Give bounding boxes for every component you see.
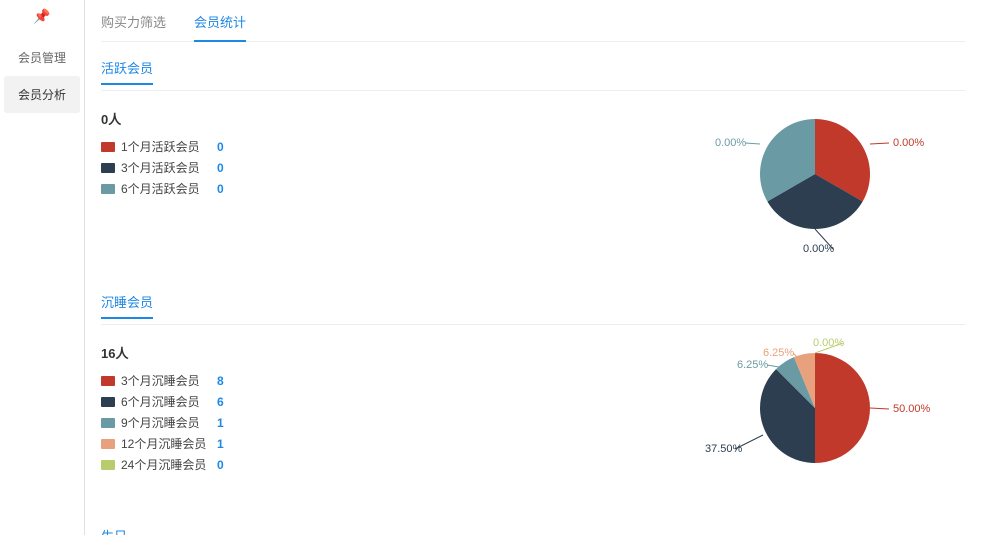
pie-slice-label: 6.25% <box>737 359 768 371</box>
pie-slice-label: 50.00% <box>893 403 930 415</box>
section-active-members: 活跃会员 0人 1个月活跃会员03个月活跃会员06个月活跃会员0 0.00%0.… <box>101 52 965 262</box>
legend-value: 0 <box>217 140 224 154</box>
sidebar: 📌 会员管理 会员分析 <box>0 0 85 535</box>
section-divider <box>101 324 965 325</box>
pie-slice-label: 0.00% <box>813 337 844 349</box>
section-title-active: 活跃会员 <box>101 52 153 85</box>
legend-label: 1个月活跃会员 <box>121 138 211 155</box>
legend-row: 3个月沉睡会员 8 <box>101 372 665 389</box>
legend-label: 9个月沉睡会员 <box>121 414 211 431</box>
legend-swatch <box>101 460 115 470</box>
pie-slice-label: 0.00% <box>715 137 746 149</box>
legend-swatch <box>101 142 115 152</box>
tabs: 购买力筛选 会员统计 <box>101 6 965 42</box>
pie-slice-label: 37.50% <box>705 443 742 455</box>
legend-label: 3个月活跃会员 <box>121 159 211 176</box>
legend-label: 6个月沉睡会员 <box>121 393 211 410</box>
legend-label: 24个月沉睡会员 <box>121 456 211 473</box>
legend-row: 6个月活跃会员 0 <box>101 180 665 197</box>
active-pie-chart: 0.00% 0.00% 0.00% <box>685 109 945 262</box>
pie-slice-label: 0.00% <box>803 243 834 255</box>
legend-row: 24个月沉睡会员 0 <box>101 456 665 473</box>
legend-value: 8 <box>217 374 224 388</box>
legend-row: 6个月沉睡会员 6 <box>101 393 665 410</box>
legend-row: 12个月沉睡会员 1 <box>101 435 665 452</box>
dormant-pie-chart: 50.00%37.50%6.25%6.25%0.00% <box>685 343 945 496</box>
active-count: 0人 <box>101 109 665 128</box>
main-content: 购买力筛选 会员统计 活跃会员 0人 1个月活跃会员03个月活跃会员06个月活跃… <box>85 0 981 535</box>
legend-swatch <box>101 376 115 386</box>
legend-label: 12个月沉睡会员 <box>121 435 211 452</box>
active-stats: 0人 1个月活跃会员 0 3个月活跃会员 0 6个月活跃会员 0 <box>101 109 665 201</box>
pie-slice-label: 6.25% <box>763 347 794 359</box>
section-birthday: 生日 <box>101 520 965 535</box>
dormant-count: 16人 <box>101 343 665 362</box>
tab-member-stats[interactable]: 会员统计 <box>194 6 246 41</box>
legend-row: 3个月活跃会员 0 <box>101 159 665 176</box>
tab-purchase-filter[interactable]: 购买力筛选 <box>101 6 166 41</box>
legend-swatch <box>101 163 115 173</box>
legend-swatch <box>101 439 115 449</box>
legend-row: 1个月活跃会员 0 <box>101 138 665 155</box>
legend-row: 9个月沉睡会员 1 <box>101 414 665 431</box>
legend-label: 6个月活跃会员 <box>121 180 211 197</box>
legend-swatch <box>101 184 115 194</box>
sidebar-item-members[interactable]: 会员管理 <box>0 39 84 76</box>
legend-value: 1 <box>217 437 224 451</box>
legend-value: 1 <box>217 416 224 430</box>
pin-icon[interactable]: 📌 <box>0 8 84 25</box>
legend-value: 0 <box>217 161 224 175</box>
sidebar-item-analysis[interactable]: 会员分析 <box>4 76 80 113</box>
section-title-dormant: 沉睡会员 <box>101 286 153 319</box>
legend-label: 3个月沉睡会员 <box>121 372 211 389</box>
legend-swatch <box>101 397 115 407</box>
pie-slice-label: 0.00% <box>893 137 924 149</box>
section-divider <box>101 90 965 91</box>
legend-value: 0 <box>217 458 224 472</box>
section-dormant-members: 沉睡会员 16人 3个月沉睡会员86个月沉睡会员69个月沉睡会员112个月沉睡会… <box>101 286 965 496</box>
pie-slice <box>815 353 870 463</box>
legend-value: 6 <box>217 395 224 409</box>
dormant-stats: 16人 3个月沉睡会员 8 6个月沉睡会员 6 9个月沉睡会员 1 12个月沉睡会员 1 24个… <box>101 343 665 477</box>
section-title-birthday: 生日 <box>101 520 127 535</box>
legend-value: 0 <box>217 182 224 196</box>
legend-swatch <box>101 418 115 428</box>
